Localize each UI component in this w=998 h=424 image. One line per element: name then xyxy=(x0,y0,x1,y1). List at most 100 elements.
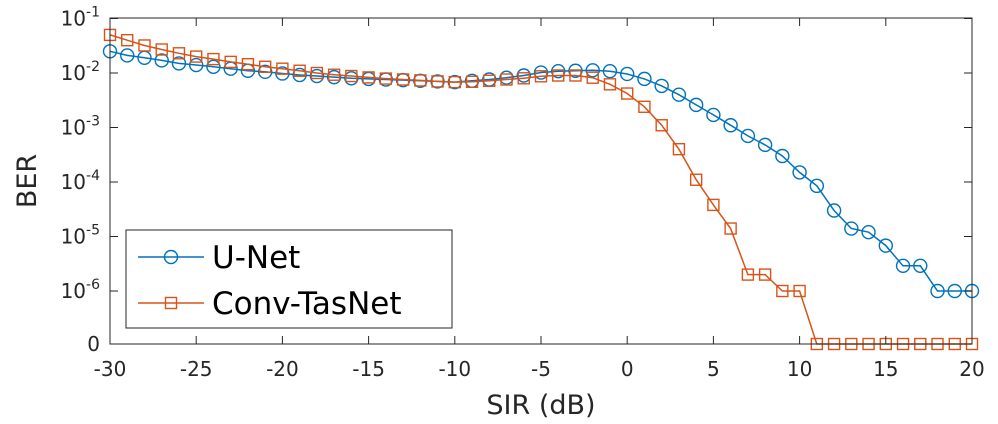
u-net-marker xyxy=(275,66,290,81)
conv-tasnet-marker xyxy=(121,33,134,47)
u-net-marker xyxy=(620,66,635,82)
y-tick-label: 10-1 xyxy=(61,5,100,31)
u-net-marker xyxy=(188,57,204,73)
u-net-marker xyxy=(257,64,273,80)
conv-tasnet-marker xyxy=(638,100,651,113)
x-axis-title: SIR (dB) xyxy=(486,390,595,421)
u-net-marker xyxy=(671,87,687,102)
conv-tasnet-marker xyxy=(724,222,737,235)
u-net-marker xyxy=(775,148,790,164)
conv-tasnet-marker xyxy=(362,71,375,84)
u-net-marker xyxy=(326,69,342,85)
x-tick-label: -25 xyxy=(180,357,213,381)
y-tick-label: 10-3 xyxy=(61,114,100,140)
legend: U-Net Conv-TasNet xyxy=(125,229,453,329)
u-net-marker xyxy=(844,221,859,236)
conv-tasnet-marker xyxy=(776,284,789,298)
u-net-marker xyxy=(723,118,738,133)
x-tick-label: 0 xyxy=(621,357,634,381)
conv-tasnet-marker xyxy=(189,50,203,63)
conv-tasnet-marker xyxy=(741,268,755,281)
conv-tasnet-marker xyxy=(396,73,410,86)
u-net-marker xyxy=(757,137,773,153)
conv-tasnet-marker xyxy=(448,75,461,89)
u-net-marker xyxy=(809,178,825,194)
conv-tasnet-marker xyxy=(327,68,341,81)
u-net-marker xyxy=(913,258,928,273)
x-tick-label: -10 xyxy=(438,357,471,381)
u-net-marker xyxy=(568,63,583,78)
x-tick-label: -20 xyxy=(266,357,299,381)
x-tick-label: 20 xyxy=(959,357,984,381)
u-net-marker xyxy=(947,283,962,299)
y-axis-title: BER xyxy=(12,154,43,208)
u-net-marker xyxy=(792,165,807,180)
u-net-marker xyxy=(706,107,721,123)
u-net-marker xyxy=(930,283,945,299)
conv-tasnet-marker xyxy=(414,74,427,87)
u-net-marker xyxy=(292,67,307,83)
conv-tasnet-marker xyxy=(172,47,186,60)
y-tick-label: 10-5 xyxy=(61,223,100,249)
u-net-marker xyxy=(499,70,514,85)
conv-tasnet-marker xyxy=(707,198,720,212)
conv-tasnet-marker xyxy=(655,119,668,132)
u-net-marker xyxy=(654,78,669,94)
conv-tasnet-marker xyxy=(293,64,306,77)
conv-tasnet-marker xyxy=(431,75,444,88)
conv-tasnet-marker xyxy=(672,142,686,156)
conv-tasnet-marker xyxy=(689,173,703,186)
axes-layer: -30 -25 -20 -15 -10 -5 0 5 10 15 20 0 10-6 10-5 10-4 10… xyxy=(61,5,985,382)
x-tick-label: 10 xyxy=(787,357,812,381)
conv-tasnet-marker xyxy=(258,60,272,73)
u-net-line xyxy=(109,50,972,292)
conv-tasnet-marker xyxy=(483,74,496,87)
legend-label-u-net: U-Net xyxy=(212,240,300,276)
y-tick-label: 10-6 xyxy=(61,277,101,303)
u-net-marker xyxy=(878,238,893,253)
u-net-marker xyxy=(154,53,169,68)
y-tick-label: 10-4 xyxy=(61,168,101,194)
u-net-marker xyxy=(637,71,652,87)
x-tick-label: -30 xyxy=(94,357,127,381)
conv-tasnet-marker xyxy=(138,39,151,52)
x-tick-label: 5 xyxy=(707,357,720,381)
u-net-marker xyxy=(602,63,618,79)
conv-tasnet-marker xyxy=(465,75,479,88)
conv-tasnet-marker xyxy=(345,69,358,83)
conv-tasnet-marker xyxy=(207,52,220,66)
u-net-marker xyxy=(344,71,359,86)
conv-tasnet-marker xyxy=(241,58,255,71)
conv-tasnet-marker xyxy=(758,268,772,281)
conv-tasnet-marker xyxy=(224,55,237,69)
conv-tasnet-marker xyxy=(310,66,324,80)
u-net-marker xyxy=(120,48,135,63)
conv-tasnet-marker xyxy=(534,70,548,83)
series-layer xyxy=(102,28,980,351)
u-net-marker xyxy=(516,68,531,83)
u-net-marker xyxy=(551,63,566,79)
conv-tasnet-marker xyxy=(569,69,582,82)
y-tick-label: 0 xyxy=(87,332,100,356)
conv-tasnet-marker xyxy=(586,71,599,84)
x-tick-label: 15 xyxy=(873,357,898,381)
u-net-marker xyxy=(533,65,549,80)
conv-tasnet-marker xyxy=(155,43,168,56)
y-tick-label: 10-2 xyxy=(61,59,100,85)
conv-tasnet-marker xyxy=(552,69,565,82)
u-net-marker xyxy=(861,224,876,240)
x-tick-label: -5 xyxy=(531,357,551,381)
conv-tasnet-marker xyxy=(276,62,289,75)
conv-tasnet-marker xyxy=(500,73,513,86)
legend-marker-u-net xyxy=(163,249,179,265)
u-net-marker xyxy=(895,258,911,273)
u-net-marker xyxy=(826,203,842,218)
x-tick-label: -15 xyxy=(352,357,385,381)
conv-tasnet-marker xyxy=(621,87,634,100)
legend-box xyxy=(125,229,453,329)
conv-tasnet-marker xyxy=(379,72,393,85)
u-net-marker xyxy=(171,56,187,71)
conv-tasnet-marker xyxy=(603,78,617,91)
conv-tasnet-marker xyxy=(517,72,530,85)
